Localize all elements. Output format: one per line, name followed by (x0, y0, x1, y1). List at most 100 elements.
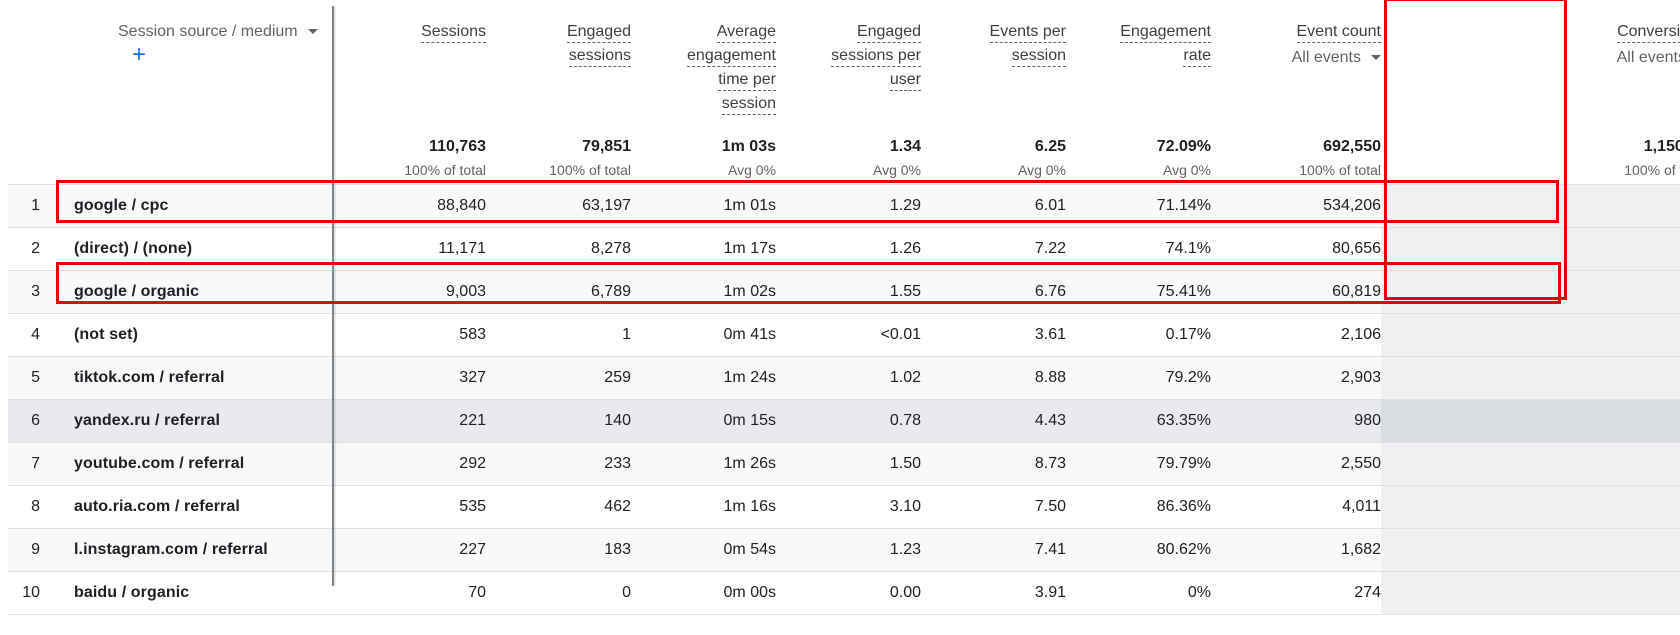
total-cell-engaged-sessions: 79,851 100% of total (486, 128, 631, 184)
column-header-avg-engagement[interactable]: Average engagement time per session (631, 6, 776, 128)
cell-engaged-sessions: 183 (486, 527, 631, 571)
total-cell-event-count: 692,550 100% of total (1211, 128, 1381, 184)
cell-engagement-rate: 86.36% (1066, 484, 1211, 528)
session-source-medium[interactable]: google / cpc (74, 196, 169, 214)
total-value: 1.34 (889, 138, 921, 155)
event-filter-label[interactable]: All events (1291, 49, 1361, 66)
cell-engaged-per-user: 1.26 (776, 226, 921, 270)
column-header-engaged-sessions[interactable]: Engaged sessions (486, 6, 631, 128)
report-table-container: Session source / medium+ Sessions Engaged… (8, 0, 1680, 629)
session-source-medium[interactable]: (direct) / (none) (74, 239, 193, 257)
cell-avg-engagement: 1m 17s (631, 226, 776, 270)
session-source-medium[interactable]: tiktok.com / referral (74, 368, 225, 386)
table-row[interactable]: 5 tiktok.com / referral 327 259 1m 24s 1.02 8.… (8, 355, 1680, 399)
totals-index-cell (8, 128, 56, 184)
column-header-label[interactable]: Engaged (566, 22, 631, 43)
total-subtext: Avg 0% (728, 162, 776, 178)
cell-engaged-per-user: 1.50 (776, 441, 921, 485)
column-header-label[interactable]: Engaged (856, 22, 921, 43)
dimension-header-label[interactable]: Session source / medium (118, 23, 298, 40)
column-header-label[interactable]: session (721, 94, 776, 115)
row-index: 3 (8, 269, 56, 313)
table-row[interactable]: 2 (direct) / (none) 11,171 8,278 1m 17s 1.26 7… (8, 226, 1680, 270)
column-header-label[interactable]: Sessions (421, 22, 486, 43)
row-dimension-cell: google / organic (56, 269, 334, 313)
column-header-label[interactable]: sessions (568, 46, 631, 67)
column-header-sessions[interactable]: Sessions (334, 6, 486, 128)
report-table: Session source / medium+ Sessions Engaged… (8, 6, 1680, 615)
cell-event-count: 4,011 (1211, 484, 1381, 528)
column-header-label[interactable]: rate (1183, 46, 1211, 67)
column-header-label[interactable]: Engagement (1120, 22, 1211, 43)
session-source-medium[interactable]: l.instagram.com / referral (74, 540, 268, 558)
column-header-label[interactable]: sessions per (831, 46, 921, 67)
cell-engaged-per-user: 3.10 (776, 484, 921, 528)
column-header-engaged-per-user[interactable]: Engaged sessions per user (776, 6, 921, 128)
total-cell-engagement-rate: 72.09% Avg 0% (1066, 128, 1211, 184)
total-cell-events-per-session: 6.25 Avg 0% (921, 128, 1066, 184)
row-index: 2 (8, 226, 56, 270)
column-header-label[interactable]: session (1011, 46, 1066, 67)
column-header-event-count[interactable]: Event count All events (1211, 6, 1381, 128)
table-row[interactable]: 9 l.instagram.com / referral 227 183 0m 54s 1… (8, 527, 1680, 571)
column-header-label[interactable]: Event count (1296, 22, 1381, 43)
cell-conversions: 562.00 (1381, 183, 1680, 227)
cell-engagement-rate: 80.62% (1066, 527, 1211, 571)
total-subtext: Avg 0% (1163, 162, 1211, 178)
chevron-down-icon[interactable] (1371, 55, 1381, 61)
dimension-header[interactable]: Session source / medium+ (56, 6, 334, 128)
column-header-label[interactable]: engagement (687, 46, 776, 67)
session-source-medium[interactable]: (not set) (74, 325, 139, 343)
cell-sessions: 535 (334, 484, 486, 528)
cell-engaged-sessions: 233 (486, 441, 631, 485)
cell-sessions: 327 (334, 355, 486, 399)
session-source-medium[interactable]: yandex.ru / referral (74, 411, 221, 429)
row-index: 9 (8, 527, 56, 571)
cell-avg-engagement: 0m 54s (631, 527, 776, 571)
event-filter-label[interactable]: All events (1616, 49, 1680, 66)
cell-engagement-rate: 79.2% (1066, 355, 1211, 399)
cell-conversions: 237.00 (1381, 312, 1680, 356)
column-freeze-divider[interactable] (332, 6, 334, 586)
column-header-events-per-session[interactable]: Events per session (921, 6, 1066, 128)
cell-event-count: 274 (1211, 570, 1381, 615)
event-filter-dropdown[interactable]: All events (1381, 47, 1680, 69)
row-dimension-cell: (not set) (56, 312, 334, 356)
cell-engaged-per-user: <0.01 (776, 312, 921, 356)
session-source-medium[interactable]: google / organic (74, 282, 200, 300)
cell-conversions: 4.00 (1381, 355, 1680, 399)
add-dimension-icon[interactable]: + (132, 41, 147, 68)
column-header-conversions[interactable]: Conversions All events (1381, 6, 1680, 128)
session-source-medium[interactable]: baidu / organic (74, 583, 190, 601)
column-header-label[interactable]: Events per (989, 22, 1066, 43)
cell-engaged-sessions: 462 (486, 484, 631, 528)
column-header-label[interactable]: time per (718, 70, 776, 91)
column-header-label[interactable]: Conversions (1617, 22, 1680, 43)
dimension-dropdown-icon[interactable] (307, 29, 318, 35)
table-row[interactable]: 6 yandex.ru / referral 221 140 0m 15s 0.78 4.4… (8, 398, 1680, 442)
cell-events-per-session: 3.91 (921, 570, 1066, 615)
cell-events-per-session: 7.41 (921, 527, 1066, 571)
column-header-engagement-rate[interactable]: Engagement rate (1066, 6, 1211, 128)
cell-engagement-rate: 0.17% (1066, 312, 1211, 356)
session-source-medium[interactable]: auto.ria.com / referral (74, 497, 240, 515)
table-row[interactable]: 1 google / cpc 88,840 63,197 1m 01s 1.29 6.01 7… (8, 183, 1680, 227)
cell-sessions: 292 (334, 441, 486, 485)
column-header-label[interactable]: Average (716, 22, 776, 43)
column-header-label[interactable]: user (889, 70, 921, 91)
table-row[interactable]: 3 google / organic 9,003 6,789 1m 02s 1.55 6.7… (8, 269, 1680, 313)
totals-row: 110,763 100% of total 79,851 100% of total 1… (8, 128, 1680, 184)
session-source-medium[interactable]: youtube.com / referral (74, 454, 245, 472)
cell-engagement-rate: 74.1% (1066, 226, 1211, 270)
event-filter-dropdown[interactable]: All events (1211, 47, 1381, 69)
table-row[interactable]: 7 youtube.com / referral 292 233 1m 26s 1.50 8… (8, 441, 1680, 485)
row-dimension-cell: (direct) / (none) (56, 226, 334, 270)
cell-avg-engagement: 1m 24s (631, 355, 776, 399)
cell-event-count: 534,206 (1211, 183, 1381, 227)
total-subtext: Avg 0% (873, 162, 921, 178)
table-row[interactable]: 8 auto.ria.com / referral 535 462 1m 16s 3.10… (8, 484, 1680, 528)
cell-sessions: 70 (334, 570, 486, 615)
cell-events-per-session: 8.73 (921, 441, 1066, 485)
